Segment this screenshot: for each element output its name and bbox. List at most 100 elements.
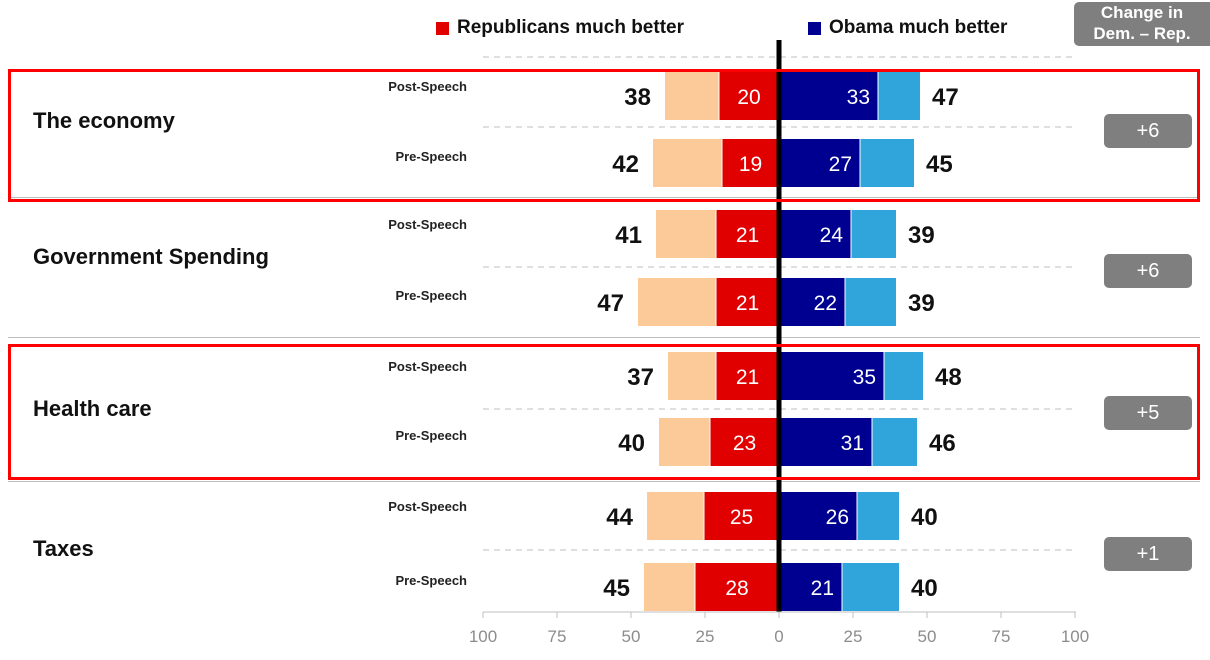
row-label: Pre-Speech xyxy=(395,288,467,303)
bar-dem-much xyxy=(779,72,878,120)
data-label-dem-much: 35 xyxy=(853,366,876,389)
data-label-rep-much: 21 xyxy=(736,366,759,389)
data-label-rep-total: 45 xyxy=(603,575,630,602)
data-label-rep-much: 25 xyxy=(730,506,753,529)
data-label-dem-much: 33 xyxy=(847,86,870,109)
data-label-dem-total: 40 xyxy=(911,575,938,602)
bar-dem-much xyxy=(779,139,860,187)
change-badge: +5 xyxy=(1104,396,1192,430)
bar-dem-somewhat xyxy=(842,563,899,611)
legend-swatch-obama xyxy=(808,21,821,35)
change-badge: +6 xyxy=(1104,114,1192,148)
legend-item-republicans: Republicans much better xyxy=(436,14,684,42)
data-label-rep-much: 20 xyxy=(737,86,760,109)
bar-dem-much xyxy=(779,352,884,400)
data-label-dem-total: 46 xyxy=(929,430,956,457)
data-label-dem-much: 22 xyxy=(814,292,837,315)
bar-rep-somewhat xyxy=(638,278,716,326)
data-label-rep-much: 28 xyxy=(725,577,748,600)
bar-rep-somewhat xyxy=(665,72,719,120)
x-tick-label: 25 xyxy=(844,627,863,646)
bar-rep-somewhat xyxy=(644,563,695,611)
x-tick-label: 25 xyxy=(696,627,715,646)
category-label: Taxes xyxy=(33,536,94,561)
change-header: Change in Dem. – Rep. xyxy=(1074,2,1210,46)
x-tick-label: 100 xyxy=(1061,627,1089,646)
bar-rep-somewhat xyxy=(656,210,716,258)
data-label-dem-total: 45 xyxy=(926,151,953,178)
row-label: Post-Speech xyxy=(388,359,467,374)
data-label-dem-total: 39 xyxy=(908,290,935,317)
legend-label-obama: Obama much better xyxy=(829,17,1008,38)
bar-rep-somewhat xyxy=(668,352,716,400)
x-tick-label: 50 xyxy=(622,627,641,646)
data-label-rep-total: 40 xyxy=(618,430,645,457)
data-label-rep-much: 23 xyxy=(733,432,756,455)
highlight-box-economy xyxy=(8,69,1200,202)
bar-rep-somewhat xyxy=(659,418,710,466)
data-label-rep-much: 19 xyxy=(739,153,762,176)
x-tick-label: 50 xyxy=(918,627,937,646)
x-tick-label: 75 xyxy=(548,627,567,646)
data-label-rep-much: 21 xyxy=(736,292,759,315)
data-label-dem-much: 26 xyxy=(826,506,849,529)
row-label: Post-Speech xyxy=(388,79,467,94)
legend-item-obama: Obama much better xyxy=(808,14,1007,42)
data-label-rep-much: 21 xyxy=(736,224,759,247)
bar-dem-somewhat xyxy=(845,278,896,326)
bar-dem-somewhat xyxy=(884,352,923,400)
category-separator xyxy=(8,337,1200,338)
x-tick-label: 100 xyxy=(469,627,497,646)
data-label-rep-total: 41 xyxy=(615,222,642,249)
bar-dem-much xyxy=(779,418,872,466)
bar-rep-much xyxy=(710,418,779,466)
bar-dem-much xyxy=(779,563,842,611)
bar-rep-much xyxy=(716,210,779,258)
change-header-line1: Change in xyxy=(1100,3,1184,22)
bar-dem-somewhat xyxy=(857,492,899,540)
bar-rep-much xyxy=(695,563,779,611)
bar-rep-much xyxy=(704,492,779,540)
data-label-rep-total: 37 xyxy=(627,364,654,391)
bar-dem-somewhat xyxy=(851,210,896,258)
x-tick-label: 0 xyxy=(774,627,783,646)
row-label: Pre-Speech xyxy=(395,428,467,443)
bar-dem-somewhat xyxy=(878,72,920,120)
bar-dem-much xyxy=(779,278,845,326)
x-tick-label: 75 xyxy=(992,627,1011,646)
row-label: Post-Speech xyxy=(388,217,467,232)
data-label-rep-total: 42 xyxy=(612,151,639,178)
data-label-dem-total: 47 xyxy=(932,84,959,111)
bar-dem-somewhat xyxy=(872,418,917,466)
highlight-box-health-care xyxy=(8,344,1200,480)
change-header-line2: Dem. – Rep. xyxy=(1093,24,1191,43)
data-label-rep-total: 38 xyxy=(624,84,651,111)
row-label: Post-Speech xyxy=(388,499,467,514)
bar-rep-much xyxy=(719,72,779,120)
bar-dem-much xyxy=(779,210,851,258)
bar-rep-much xyxy=(716,278,779,326)
data-label-rep-total: 44 xyxy=(606,504,633,531)
row-label: Pre-Speech xyxy=(395,149,467,164)
change-badge: +6 xyxy=(1104,254,1192,288)
category-separator xyxy=(8,481,1200,482)
data-label-dem-total: 39 xyxy=(908,222,935,249)
bar-rep-much xyxy=(716,352,779,400)
category-label: Health care xyxy=(33,396,152,421)
data-label-dem-much: 27 xyxy=(829,153,852,176)
bar-rep-somewhat xyxy=(647,492,704,540)
legend-swatch-republicans xyxy=(436,21,449,35)
bar-rep-much xyxy=(722,139,779,187)
bar-dem-somewhat xyxy=(860,139,914,187)
legend-label-republicans: Republicans much better xyxy=(457,17,684,38)
bar-rep-somewhat xyxy=(653,139,722,187)
category-label: Government Spending xyxy=(33,244,269,269)
category-separator xyxy=(8,197,1200,198)
data-label-dem-much: 31 xyxy=(841,432,864,455)
bar-dem-much xyxy=(779,492,857,540)
data-label-dem-total: 40 xyxy=(911,504,938,531)
category-label: The economy xyxy=(33,108,175,133)
data-label-dem-total: 48 xyxy=(935,364,962,391)
